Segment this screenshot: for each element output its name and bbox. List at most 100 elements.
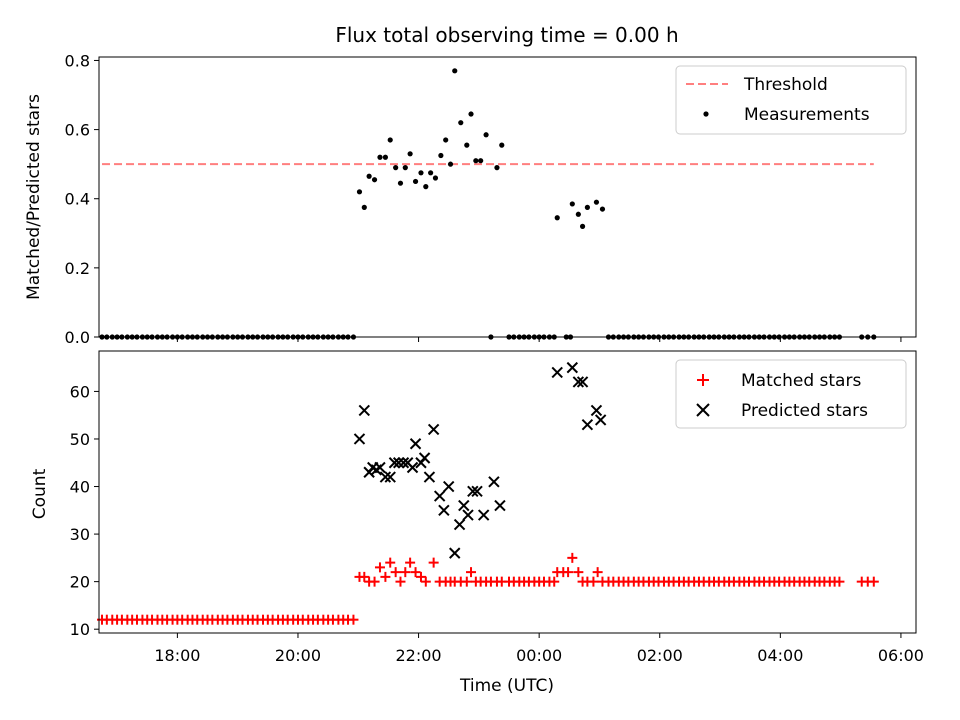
measurements-point bbox=[468, 111, 474, 117]
matched-legend-swatch bbox=[697, 374, 709, 386]
matched-stars-point bbox=[567, 552, 578, 563]
measurements-point bbox=[447, 161, 454, 167]
matched-stars-point bbox=[395, 576, 406, 587]
top-panel: 0.0 0.2 0.4 0.6 0.8 bbox=[65, 51, 917, 347]
predicted-stars-point bbox=[388, 457, 401, 469]
measurements-point bbox=[412, 178, 419, 185]
x-tick-label: 20:00 bbox=[275, 646, 321, 665]
measurements-point bbox=[483, 132, 489, 138]
matched-stars-point bbox=[868, 576, 879, 587]
x-tick-label: 22:00 bbox=[396, 646, 442, 665]
measurements-legend-swatch bbox=[703, 111, 709, 117]
matched-stars-point bbox=[588, 576, 599, 587]
matched-stars-point bbox=[415, 571, 426, 582]
measurements-point bbox=[402, 165, 408, 171]
measurements-point bbox=[423, 184, 429, 190]
x-axis-label: Time (UTC) bbox=[459, 676, 554, 696]
predicted-stars-point bbox=[443, 480, 455, 493]
predicted-stars-point bbox=[397, 457, 410, 469]
measurements-point bbox=[443, 137, 449, 143]
threshold-legend-label: Threshold bbox=[743, 75, 828, 95]
matched-stars-point bbox=[374, 562, 385, 573]
predicted-stars-point bbox=[551, 366, 563, 379]
matched-stars-point bbox=[348, 614, 359, 625]
bottom-y-axis-label: Count bbox=[30, 468, 50, 519]
predicted-stars-point bbox=[409, 438, 422, 450]
bottom-y-tick-label: 30 bbox=[70, 525, 90, 544]
bottom-y-tick-label: 50 bbox=[70, 430, 90, 449]
measurements-point bbox=[382, 154, 389, 160]
measurements-point bbox=[593, 199, 600, 205]
bottom-y-tick-label: 40 bbox=[70, 478, 90, 497]
measurements-point bbox=[458, 120, 464, 126]
matched-stars-point bbox=[428, 557, 439, 568]
predicted-stars-point bbox=[433, 490, 446, 502]
bottom-panel: 10 20 30 40 50 60 18:00 20:00 22:00 00:00 02:00 04:… bbox=[70, 350, 924, 665]
matched-stars-point bbox=[573, 567, 584, 578]
predicted-stars-point bbox=[572, 376, 585, 388]
top-y-tick-label: 0.8 bbox=[65, 51, 90, 70]
matched-stars-point bbox=[592, 567, 603, 578]
matched-stars-point bbox=[369, 576, 380, 587]
measurements-point bbox=[584, 204, 590, 210]
predicted-stars-point bbox=[488, 476, 500, 488]
measurements-point bbox=[499, 142, 505, 148]
matched-stars-point bbox=[359, 571, 370, 582]
matched-stars-point bbox=[390, 567, 401, 578]
matched-stars-point bbox=[400, 567, 411, 578]
predicted-stars-point bbox=[406, 461, 419, 474]
bottom-y-tick-label: 60 bbox=[70, 382, 90, 401]
measurements-point bbox=[478, 158, 484, 164]
measurements-point bbox=[361, 204, 367, 210]
top-y-axis-label: Matched/Predicted stars bbox=[24, 94, 44, 300]
predicted-stars-point bbox=[449, 547, 461, 559]
measurements-point bbox=[575, 211, 581, 217]
measurements-point bbox=[393, 165, 399, 171]
predicted-stars-point bbox=[494, 499, 506, 512]
bottom-plot-frame bbox=[98, 350, 917, 634]
measurements-point bbox=[554, 215, 560, 221]
bottom-y-tick-label: 10 bbox=[70, 620, 90, 639]
predicted-stars-point bbox=[358, 404, 371, 417]
matched-stars-point bbox=[549, 576, 560, 587]
measurements-point bbox=[418, 170, 424, 176]
measurements-point bbox=[569, 201, 575, 207]
predicted-stars-point bbox=[477, 509, 490, 521]
measurements-point bbox=[473, 158, 479, 164]
matched-stars-point bbox=[420, 576, 431, 587]
predicted-stars-point bbox=[467, 485, 479, 497]
predicted-legend-label: Predicted stars bbox=[741, 401, 868, 421]
x-tick-label: 04:00 bbox=[757, 646, 803, 665]
matched-stars-point bbox=[461, 576, 472, 587]
predicted-stars-point bbox=[581, 419, 594, 431]
measurements-legend-label: Measurements bbox=[744, 105, 870, 125]
matched-stars-point bbox=[385, 557, 396, 568]
x-tick-label: 06:00 bbox=[878, 646, 924, 665]
measurements-point bbox=[599, 206, 606, 212]
predicted-stars-point bbox=[438, 504, 450, 517]
measurements-point bbox=[356, 189, 363, 195]
predicted-stars-point bbox=[453, 518, 466, 531]
predicted-stars-point bbox=[594, 414, 607, 426]
predicted-stars-point bbox=[392, 457, 405, 469]
top-legend-frame bbox=[675, 65, 907, 135]
measurements-point bbox=[377, 154, 383, 160]
predicted-stars-point bbox=[458, 499, 470, 512]
measurements-point bbox=[438, 152, 444, 159]
matched-stars-point bbox=[466, 567, 477, 578]
x-tick-label: 18:00 bbox=[154, 646, 200, 665]
predicted-stars-point bbox=[418, 452, 431, 464]
matched-stars-point bbox=[410, 567, 421, 578]
measurements-point bbox=[407, 151, 413, 157]
predicted-stars-point bbox=[353, 433, 366, 445]
measurements-point bbox=[366, 173, 372, 179]
measurements-point bbox=[397, 180, 404, 186]
matched-stars-point bbox=[380, 571, 391, 582]
matched-stars-point bbox=[405, 557, 416, 568]
measurements-point bbox=[432, 175, 439, 181]
predicted-stars-point bbox=[379, 471, 392, 483]
matched-stars-point bbox=[563, 567, 574, 578]
predicted-stars-point bbox=[566, 361, 579, 374]
measurements-point bbox=[494, 165, 500, 171]
